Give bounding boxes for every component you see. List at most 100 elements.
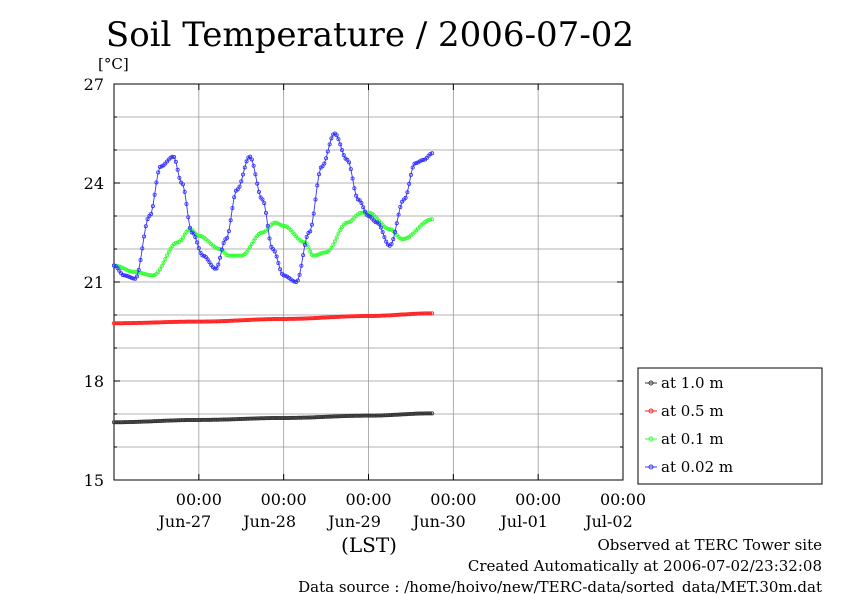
data-point bbox=[184, 201, 189, 206]
data-point bbox=[165, 253, 170, 258]
series-line bbox=[113, 132, 433, 283]
x-tick-date: Jul-02 bbox=[583, 512, 633, 531]
data-point bbox=[430, 151, 435, 156]
data-point bbox=[134, 274, 139, 279]
data-point bbox=[161, 260, 166, 265]
chart-title: Soil Temperature / 2006-07-02 bbox=[106, 15, 634, 55]
series-at-0-5-m bbox=[112, 311, 435, 326]
data-point bbox=[396, 212, 401, 217]
data-point bbox=[345, 220, 350, 225]
data-point bbox=[348, 167, 353, 172]
data-point bbox=[308, 249, 313, 254]
x-tick-date: Jun-29 bbox=[326, 512, 381, 531]
data-point bbox=[145, 217, 150, 222]
data-point bbox=[115, 266, 120, 271]
data-point bbox=[246, 247, 251, 252]
data-point bbox=[315, 183, 320, 188]
data-point bbox=[253, 172, 258, 177]
data-point bbox=[163, 257, 168, 262]
data-point bbox=[140, 246, 145, 251]
data-point bbox=[301, 253, 306, 258]
data-point bbox=[140, 271, 145, 276]
data-point bbox=[380, 230, 385, 235]
data-point bbox=[214, 246, 219, 251]
y-tick-label: 15 bbox=[84, 471, 104, 490]
data-point bbox=[421, 157, 426, 162]
data-point bbox=[292, 279, 297, 284]
data-point bbox=[145, 272, 150, 277]
data-point bbox=[207, 260, 212, 265]
data-point bbox=[157, 267, 162, 272]
x-tick-date: Jul-01 bbox=[498, 512, 548, 531]
data-point bbox=[196, 246, 201, 251]
data-point bbox=[249, 242, 254, 247]
data-point bbox=[142, 271, 147, 276]
x-tick-time: 00:00 bbox=[430, 490, 476, 509]
data-point bbox=[389, 242, 394, 247]
data-point bbox=[401, 236, 406, 241]
data-point bbox=[170, 154, 175, 159]
data-point bbox=[221, 241, 226, 246]
data-point bbox=[394, 221, 399, 226]
data-point bbox=[274, 254, 279, 259]
x-tick-date: Jun-27 bbox=[156, 512, 211, 531]
data-point bbox=[324, 250, 329, 255]
data-point bbox=[143, 272, 148, 277]
data-point bbox=[398, 205, 403, 210]
data-point bbox=[265, 223, 270, 228]
data-point bbox=[272, 220, 277, 225]
data-point bbox=[200, 253, 205, 258]
data-point bbox=[260, 197, 265, 202]
legend-swatch-marker bbox=[648, 464, 654, 470]
data-point bbox=[212, 266, 217, 271]
data-point bbox=[156, 170, 161, 175]
data-point bbox=[249, 157, 254, 162]
data-point bbox=[311, 211, 316, 216]
data-point bbox=[430, 217, 435, 222]
data-point bbox=[175, 167, 180, 172]
data-point bbox=[412, 161, 417, 166]
y-tick-label: 24 bbox=[84, 174, 104, 193]
data-point bbox=[262, 201, 267, 206]
legend-swatch-marker bbox=[648, 380, 654, 386]
data-point bbox=[150, 273, 155, 278]
data-point bbox=[173, 159, 178, 164]
data-point bbox=[407, 181, 412, 186]
data-point bbox=[255, 181, 260, 186]
x-axis-label: (LST) bbox=[341, 533, 397, 557]
data-point bbox=[187, 225, 192, 230]
data-point bbox=[334, 235, 339, 240]
data-point bbox=[219, 247, 224, 252]
data-point bbox=[248, 154, 253, 159]
data-point bbox=[122, 273, 127, 278]
data-point bbox=[359, 201, 364, 206]
data-point bbox=[241, 172, 246, 177]
y-axis-unit: [°C] bbox=[98, 55, 129, 73]
data-point bbox=[322, 250, 327, 255]
data-point bbox=[124, 273, 129, 278]
data-point bbox=[322, 161, 327, 166]
data-point bbox=[138, 270, 143, 275]
data-point bbox=[242, 165, 247, 170]
data-point bbox=[341, 153, 346, 158]
data-point bbox=[180, 235, 185, 240]
data-point bbox=[228, 218, 233, 223]
data-point bbox=[338, 142, 343, 147]
data-point bbox=[391, 237, 396, 242]
data-point bbox=[251, 163, 256, 168]
data-point bbox=[306, 245, 311, 250]
data-point bbox=[218, 255, 223, 260]
x-tick-time: 00:00 bbox=[345, 490, 391, 509]
data-point bbox=[216, 262, 221, 267]
legend-items: at 1.0 m at 0.5 m at 0.1 m at 0.02 m bbox=[645, 374, 733, 476]
data-point bbox=[154, 180, 159, 185]
data-point bbox=[309, 222, 314, 227]
data-point bbox=[131, 276, 136, 281]
data-point bbox=[320, 164, 325, 169]
data-point bbox=[182, 189, 187, 194]
data-point bbox=[182, 232, 187, 237]
data-point bbox=[336, 137, 341, 142]
data-point bbox=[172, 155, 177, 160]
data-point bbox=[263, 210, 268, 215]
data-point bbox=[405, 190, 410, 195]
